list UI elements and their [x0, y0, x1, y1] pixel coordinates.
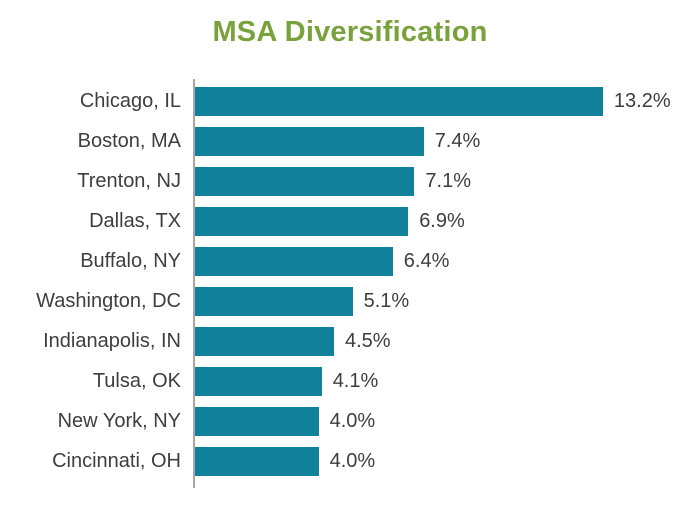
chart-row: Trenton, NJ 7.1% [0, 161, 700, 201]
category-label: Cincinnati, OH [52, 449, 181, 472]
value-label: 4.1% [332, 369, 379, 392]
bar [195, 246, 393, 276]
chart-row: New York, NY 4.0% [0, 401, 700, 441]
bar-track: 4.0% [193, 441, 700, 481]
bar-track: 4.5% [193, 321, 700, 361]
y-axis-line [193, 79, 195, 488]
chart-row: Buffalo, NY 6.4% [0, 241, 700, 281]
category-label: Washington, DC [36, 289, 181, 312]
value-label: 4.0% [329, 409, 376, 432]
bar-track: 13.2% [193, 81, 700, 121]
chart-row: Tulsa, OK 4.1% [0, 361, 700, 401]
category-label: Dallas, TX [89, 209, 181, 232]
category-label: Chicago, IL [79, 89, 181, 112]
value-label: 4.5% [345, 329, 391, 352]
value-label: 13.2% [613, 89, 671, 112]
bar-track: 6.4% [193, 241, 700, 281]
bar [195, 286, 353, 316]
value-label: 6.9% [419, 209, 465, 232]
bar-track: 7.1% [193, 161, 700, 201]
chart-row: Indianapolis, IN 4.5% [0, 321, 700, 361]
chart-row: Washington, DC 5.1% [0, 281, 700, 321]
bar [195, 446, 319, 476]
bar-track: 4.0% [193, 401, 700, 441]
plot-area: Chicago, IL 13.2% Boston, MA 7.4% Trenton, N… [0, 79, 700, 488]
chart-title: MSA Diversification [212, 16, 488, 48]
value-label: 5.1% [363, 289, 410, 312]
chart-row: Boston, MA 7.4% [0, 121, 700, 161]
bar-track: 4.1% [193, 361, 700, 401]
category-label: Tulsa, OK [92, 369, 181, 392]
bar [195, 326, 334, 356]
value-label: 4.0% [329, 449, 376, 472]
category-label: Boston, MA [77, 129, 181, 152]
bar-track: 6.9% [193, 201, 700, 241]
chart-row: Dallas, TX 6.9% [0, 201, 700, 241]
bar [195, 406, 319, 436]
chart-row: Chicago, IL 13.2% [0, 81, 700, 121]
chart-row: Cincinnati, OH 4.0% [0, 441, 700, 481]
bar [195, 366, 322, 396]
bar [195, 126, 424, 156]
category-label: New York, NY [57, 409, 181, 432]
bar-track: 5.1% [193, 281, 700, 321]
category-label: Trenton, NJ [77, 169, 181, 192]
category-label: Indianapolis, IN [43, 329, 181, 352]
value-label: 6.4% [403, 249, 450, 272]
bar-track: 7.4% [193, 121, 700, 161]
bar [195, 86, 603, 116]
bar [195, 206, 409, 236]
bar [195, 166, 415, 196]
category-label: Buffalo, NY [80, 249, 181, 272]
value-label: 7.4% [434, 129, 481, 152]
value-label: 7.1% [425, 169, 471, 192]
